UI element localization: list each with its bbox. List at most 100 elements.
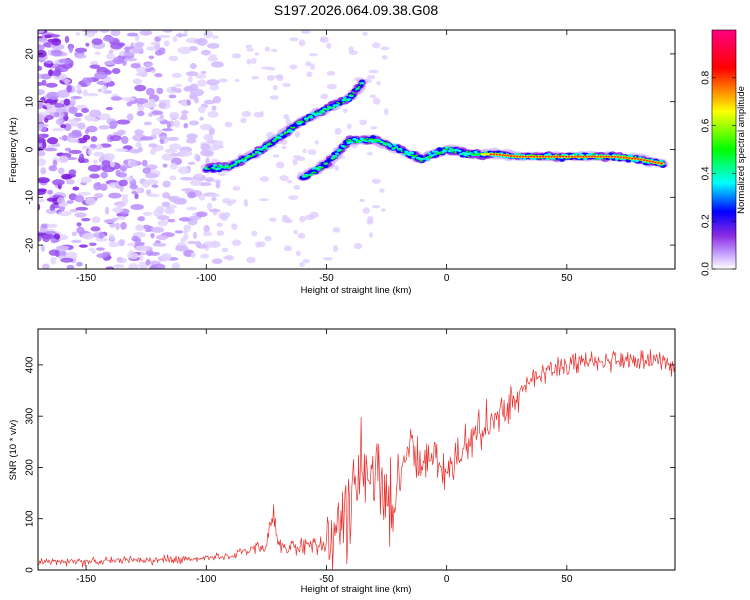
noise-blob [40,223,48,229]
noise-blob [161,153,174,161]
ridge-blob [403,152,407,155]
noise-blob [130,204,144,210]
ridge-blob [275,137,279,140]
colorbar-ticks: 0.0 0.2 0.4 0.6 0.8 [701,70,736,276]
noise-blob [314,140,319,145]
noise-blob [131,235,139,242]
noise-blob [152,242,157,247]
noise-blob [208,208,221,213]
noise-blob [179,150,193,157]
noise-blob [101,85,108,91]
ridge-blob [217,167,222,170]
ridge-peak [596,155,600,158]
ridge-blob [357,86,361,88]
noise-blob [135,41,145,48]
noise-blob [120,221,127,230]
noise-blob [135,34,140,42]
spectrogram-y-ticks: -20 -10 0 10 20 [25,48,675,252]
spectrogram-ridges [200,78,669,182]
noise-blob [305,61,312,67]
ridge-peak [533,155,537,158]
ridge-blob [370,135,376,139]
snr-y-tick-label: 0 [25,567,36,573]
noise-blob [326,42,332,49]
noise-blob [261,66,271,70]
noise-blob [371,178,381,184]
noise-blob [208,193,221,198]
noise-blob [77,192,92,196]
noise-blob [132,78,143,85]
noise-blob [64,35,70,44]
ridge-blob [364,139,368,142]
noise-blob [226,201,233,207]
ridge-blob [393,147,396,149]
noise-blob [295,250,301,257]
noise-blob [74,54,87,59]
noise-blob [75,32,81,36]
ridge-blob [359,79,365,83]
noise-blob [168,143,182,150]
noise-blob [186,133,198,140]
ridge-blob [316,111,319,113]
noise-blob [77,122,86,130]
noise-blob [134,245,149,252]
noise-blob [105,206,110,215]
noise-blob [168,55,179,62]
noise-blob [369,232,374,238]
noise-blob [126,113,134,121]
ridge-blob [226,164,230,166]
noise-blob [217,172,227,176]
noise-blob [38,123,49,127]
noise-blob [103,60,116,66]
noise-blob [57,167,65,175]
noise-blob [151,128,162,136]
noise-blob [332,227,341,233]
noise-blob [51,128,65,132]
noise-blob [292,155,301,159]
noise-blob [58,155,69,164]
ridge-blob [320,111,323,114]
noise-blob [108,50,114,54]
noise-blob [40,167,47,175]
noise-blob [270,48,278,53]
noise-blob [91,38,103,46]
noise-blob [57,202,68,207]
noise-blob [60,257,74,263]
ridge-blob [274,139,277,141]
noise-blob [151,184,159,188]
noise-blob [310,63,315,71]
noise-blob [98,125,110,130]
ridge-peak [553,155,557,158]
noise-blob [366,219,374,225]
ridge-blob [295,122,299,124]
ridge-blob [277,136,282,139]
ridge-blob [367,140,371,143]
noise-blob [38,114,45,122]
snr-series [38,349,675,570]
ridge-blob [359,83,362,85]
noise-blob [200,70,207,75]
noise-blob [157,219,169,227]
noise-blob [179,116,188,121]
noise-blob [131,191,138,195]
noise-blob [196,244,208,249]
snr-y-label: SNR (10 * v/v) [8,420,19,481]
noise-blob [381,55,388,60]
noise-blob [204,177,215,183]
noise-blob [66,200,74,204]
ridge-blob [371,138,375,141]
noise-blob [130,161,138,167]
noise-blob [276,74,284,82]
ridge-blob [474,154,477,157]
ridge-blob [333,106,336,108]
noise-blob [74,195,85,203]
ridge-blob [356,87,359,89]
noise-blob [45,103,51,108]
ridge-blob [327,105,331,108]
noise-blob [48,232,53,240]
ridge-blob [355,141,359,144]
ridge-peak [556,155,560,158]
snr-y-tick-label: 200 [25,459,36,476]
ridge-blob [288,128,292,131]
